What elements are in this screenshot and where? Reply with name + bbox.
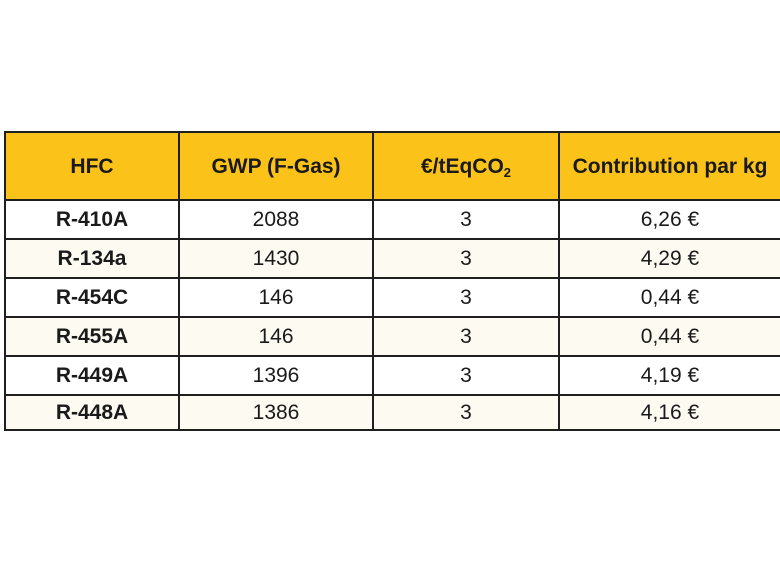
header-price-main: €/tEqCO	[420, 154, 504, 178]
cell-gwp: 1396	[178, 355, 374, 396]
header-row: HFC GWP (F-Gas) €/tEqCO2 Contribution pa…	[4, 131, 780, 201]
header-gwp: GWP (F-Gas)	[178, 131, 374, 201]
cell-hfc: R-448A	[4, 394, 180, 431]
cell-price: 3	[372, 199, 560, 240]
table-row: R-448A 1386 3 4,16 €	[4, 394, 780, 431]
cell-hfc: R-454C	[4, 277, 180, 318]
cell-gwp: 146	[178, 277, 374, 318]
cell-gwp: 1386	[178, 394, 374, 431]
cell-contribution: 0,44 €	[558, 277, 780, 318]
cell-price: 3	[372, 238, 560, 279]
cell-hfc: R-410A	[4, 199, 180, 240]
cell-contribution: 4,29 €	[558, 238, 780, 279]
table-row: R-454C 146 3 0,44 €	[4, 277, 780, 318]
cell-price: 3	[372, 316, 560, 357]
cell-price: 3	[372, 355, 560, 396]
cell-contribution: 4,16 €	[558, 394, 780, 431]
cell-gwp: 146	[178, 316, 374, 357]
cell-contribution: 0,44 €	[558, 316, 780, 357]
hfc-table: HFC GWP (F-Gas) €/tEqCO2 Contribution pa…	[4, 131, 780, 431]
cell-hfc: R-455A	[4, 316, 180, 357]
cell-contribution: 4,19 €	[558, 355, 780, 396]
header-price-per-teqco2: €/tEqCO2	[372, 131, 560, 201]
table-body: R-410A 2088 3 6,26 € R-134a 1430 3 4,29 …	[4, 199, 780, 431]
table-row: R-449A 1396 3 4,19 €	[4, 355, 780, 396]
table-row: R-134a 1430 3 4,29 €	[4, 238, 780, 279]
header-hfc: HFC	[4, 131, 180, 201]
hfc-table-container: HFC GWP (F-Gas) €/tEqCO2 Contribution pa…	[4, 131, 780, 456]
header-contribution: Contribution par kg	[558, 131, 780, 201]
cell-price: 3	[372, 277, 560, 318]
header-price-subscript: 2	[503, 164, 512, 180]
cell-hfc: R-134a	[4, 238, 180, 279]
table-row: R-455A 146 3 0,44 €	[4, 316, 780, 357]
table-row: R-410A 2088 3 6,26 €	[4, 199, 780, 240]
cell-contribution: 6,26 €	[558, 199, 780, 240]
cell-hfc: R-449A	[4, 355, 180, 396]
cell-gwp: 1430	[178, 238, 374, 279]
cell-gwp: 2088	[178, 199, 374, 240]
cell-price: 3	[372, 394, 560, 431]
table-header: HFC GWP (F-Gas) €/tEqCO2 Contribution pa…	[4, 131, 780, 201]
